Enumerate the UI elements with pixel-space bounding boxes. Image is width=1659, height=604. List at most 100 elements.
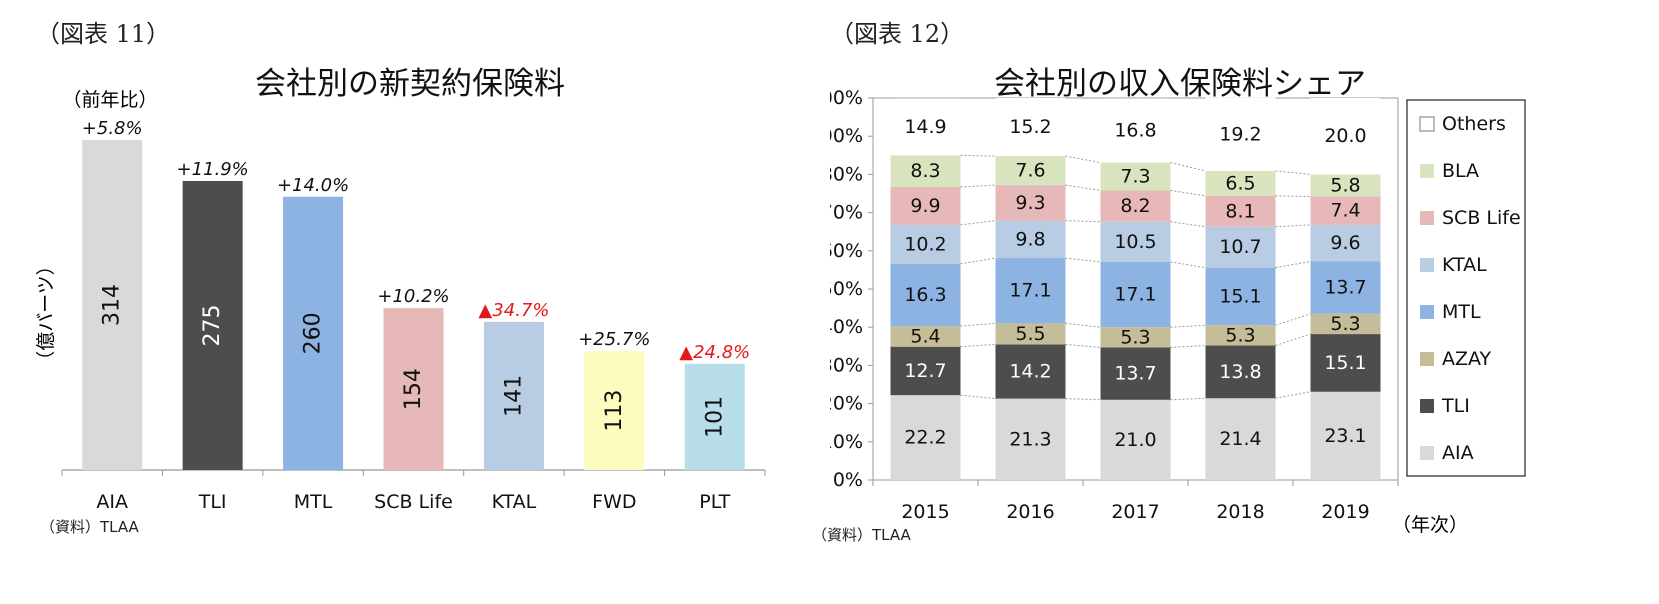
segment-others-2016 bbox=[995, 98, 1066, 157]
x-tick-label-ktal: KTAL bbox=[492, 491, 537, 513]
legend-swatch-ktal bbox=[1420, 258, 1434, 272]
segment-label-tli-2018: 13.8 bbox=[1219, 361, 1261, 383]
segment-others-2019 bbox=[1310, 98, 1381, 175]
y-tick-label: 50% bbox=[830, 278, 863, 300]
bar-value-label-scb-life: 154 bbox=[401, 368, 426, 410]
series-connector-line bbox=[960, 154, 996, 157]
segment-ktal-2017 bbox=[1100, 221, 1171, 262]
x-tick-label-tli: TLI bbox=[198, 491, 227, 513]
yoy-change-label-ktal: ▲34.7% bbox=[478, 300, 549, 321]
series-connector-line bbox=[960, 184, 996, 188]
series-connector-line bbox=[1065, 398, 1101, 401]
segment-label-bla-2015: 8.3 bbox=[910, 160, 940, 182]
legend-swatch-scb-life bbox=[1420, 211, 1434, 225]
y-tick-label: 80% bbox=[830, 163, 863, 185]
series-connector-line bbox=[1275, 261, 1311, 269]
new-contract-bar-chart: （前年比） （億バーツ） 314 +5.8% AIA 275 +11.9% TLI 260 +… bbox=[35, 89, 766, 513]
x-tick-label-mtl: MTL bbox=[294, 491, 333, 513]
segment-label-ktal-2018: 10.7 bbox=[1219, 236, 1261, 258]
segment-mtl-2019 bbox=[1310, 261, 1381, 314]
x-tick-label-2015: 2015 bbox=[901, 501, 949, 523]
segment-label-scb-life-2017: 8.2 bbox=[1120, 195, 1150, 217]
series-connector-line bbox=[1170, 189, 1206, 197]
segment-scb-life-2018 bbox=[1205, 195, 1276, 227]
segment-label-ktal-2017: 10.5 bbox=[1114, 231, 1156, 253]
segment-label-tli-2015: 12.7 bbox=[904, 360, 946, 382]
legend-swatch-aia bbox=[1420, 446, 1434, 460]
segment-mtl-2017 bbox=[1100, 261, 1171, 328]
x-tick-label-2019: 2019 bbox=[1321, 501, 1369, 523]
segment-bla-2018 bbox=[1205, 170, 1276, 196]
x-tick-label-2017: 2017 bbox=[1111, 501, 1159, 523]
bar-mtl bbox=[283, 196, 344, 470]
segment-label-mtl-2017: 17.1 bbox=[1114, 284, 1156, 306]
bar-tli bbox=[182, 180, 243, 471]
segment-ktal-2019 bbox=[1310, 224, 1381, 262]
segment-bla-2017 bbox=[1100, 162, 1171, 191]
segment-tli-2019 bbox=[1310, 334, 1381, 392]
series-connector-line bbox=[1065, 155, 1101, 164]
segment-aia-2015 bbox=[890, 395, 961, 480]
bar-plt bbox=[684, 363, 745, 470]
figure-label-11: （図表 11） bbox=[36, 20, 171, 48]
segment-label-azay-2017: 5.3 bbox=[1120, 326, 1150, 348]
series-connector-line bbox=[1170, 221, 1206, 228]
source-note-right: （資料）TLAA bbox=[812, 526, 911, 544]
y-tick-label: 20% bbox=[830, 393, 863, 415]
y-tick-label: 70% bbox=[830, 202, 863, 224]
legend-label-azay: AZAY bbox=[1442, 348, 1492, 370]
series-connector-line bbox=[1275, 391, 1311, 399]
y-tick-label: 90% bbox=[830, 125, 863, 147]
segment-ktal-2016 bbox=[995, 220, 1066, 259]
series-connector-line bbox=[960, 394, 996, 400]
segment-label-azay-2016: 5.5 bbox=[1015, 323, 1045, 345]
legend-label-aia: AIA bbox=[1442, 442, 1474, 464]
segment-label-others-2019: 20.0 bbox=[1324, 125, 1366, 147]
segment-label-aia-2015: 22.2 bbox=[904, 427, 946, 449]
legend-label-tli: TLI bbox=[1441, 395, 1470, 417]
legend-swatch-bla bbox=[1420, 164, 1434, 178]
segment-ktal-2018 bbox=[1205, 226, 1276, 268]
segment-label-aia-2018: 21.4 bbox=[1219, 428, 1261, 450]
segment-label-mtl-2019: 13.7 bbox=[1324, 277, 1366, 299]
yoy-change-label-plt: ▲24.8% bbox=[679, 342, 750, 363]
segment-tli-2015 bbox=[890, 346, 961, 396]
segment-label-bla-2016: 7.6 bbox=[1015, 160, 1045, 182]
segment-label-azay-2018: 5.3 bbox=[1225, 324, 1255, 346]
segment-aia-2017 bbox=[1100, 399, 1171, 480]
segment-aia-2016 bbox=[995, 398, 1066, 480]
legend-swatch-azay bbox=[1420, 352, 1434, 366]
share-stacked-bar-chart: （年次） 0% 10% 20% 30% 40% 50% 60% 70% 80% 90% 100% 22… bbox=[830, 87, 1526, 536]
y-tick-label: 10% bbox=[830, 431, 863, 453]
segment-azay-2019 bbox=[1310, 313, 1381, 335]
series-connector-line bbox=[1275, 170, 1311, 175]
segment-scb-life-2017 bbox=[1100, 190, 1171, 222]
panel-premium-share: （図表 12） 会社別の収入保険料シェア （年次） 0% 10% 20% 30% 40%… bbox=[812, 0, 1659, 604]
segment-label-ktal-2016: 9.8 bbox=[1015, 228, 1045, 250]
series-connector-line bbox=[1065, 220, 1101, 223]
legend-label-others: Others bbox=[1442, 113, 1506, 135]
y-tick-label: 60% bbox=[830, 240, 863, 262]
segment-mtl-2015 bbox=[890, 263, 961, 327]
segment-others-2017 bbox=[1100, 98, 1171, 163]
segment-mtl-2016 bbox=[995, 258, 1066, 324]
segment-label-others-2018: 19.2 bbox=[1219, 123, 1261, 145]
segment-bla-2019 bbox=[1310, 174, 1381, 197]
segment-scb-life-2019 bbox=[1310, 196, 1381, 225]
bar-value-label-aia: 314 bbox=[100, 284, 125, 326]
segment-label-scb-life-2018: 8.1 bbox=[1225, 200, 1255, 222]
figure-label-12: （図表 12） bbox=[830, 20, 965, 48]
segment-label-ktal-2019: 9.6 bbox=[1330, 232, 1360, 254]
segment-aia-2019 bbox=[1310, 391, 1381, 480]
x-tick-label-scb-life: SCB Life bbox=[374, 491, 453, 513]
yoy-change-label-fwd: +25.7% bbox=[578, 329, 650, 350]
segment-azay-2018 bbox=[1205, 325, 1276, 346]
segment-bla-2015 bbox=[890, 155, 961, 188]
y-axis-label: （億バーツ） bbox=[35, 256, 57, 370]
segment-scb-life-2016 bbox=[995, 185, 1066, 221]
chart-title-left: 会社別の新契約保険料 bbox=[255, 66, 565, 102]
segment-label-tli-2019: 15.1 bbox=[1324, 352, 1366, 374]
y-tick-label: 40% bbox=[830, 316, 863, 338]
segment-label-bla-2018: 6.5 bbox=[1225, 172, 1255, 194]
yoy-change-label-aia: +5.8% bbox=[82, 118, 143, 139]
